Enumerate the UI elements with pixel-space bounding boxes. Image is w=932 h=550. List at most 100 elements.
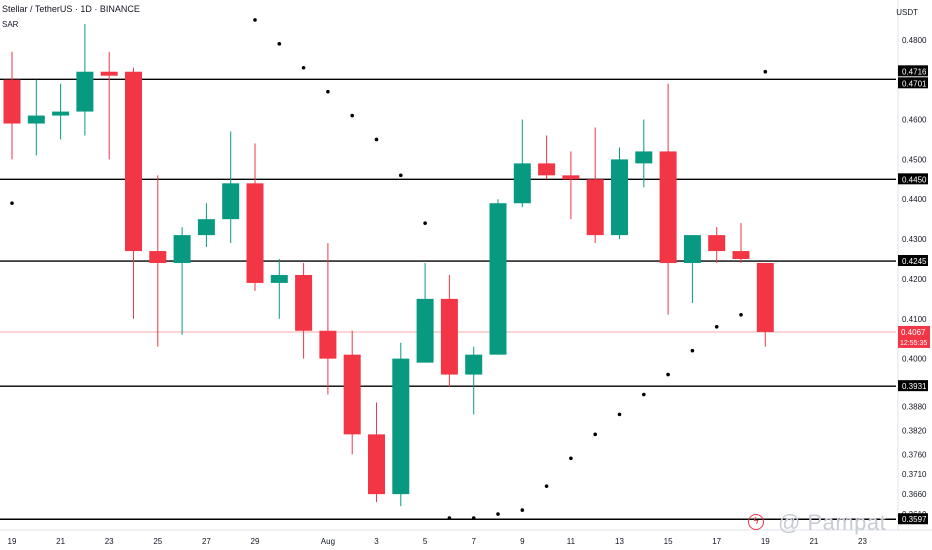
candle-body [756, 263, 774, 332]
candle-body [465, 354, 483, 375]
candle-body [538, 163, 556, 176]
level-price-tag [898, 65, 928, 77]
y-tick-label: 0.3880 [902, 402, 927, 411]
x-tick-label: 3 [374, 537, 379, 546]
candle-body [27, 115, 45, 124]
sar-dot [374, 137, 379, 142]
sar-dot [399, 173, 403, 178]
symbol-title[interactable]: Stellar / TetherUS · 1D · BINANCE [2, 4, 140, 14]
candle-body [683, 235, 701, 264]
candle-body [149, 251, 167, 264]
y-tick-label: 0.4300 [902, 235, 927, 244]
level-price-label: 0.4450 [902, 175, 927, 184]
sar-dot [423, 221, 427, 225]
sar-dot [690, 348, 695, 353]
x-tick-label: 21 [809, 537, 818, 546]
sar-dot [520, 508, 525, 512]
sar-dot [496, 512, 500, 516]
candle-body [489, 203, 507, 355]
candle-body [635, 151, 653, 164]
y-tick-label: 0.4800 [902, 36, 927, 45]
lightning-icon: ϟ [748, 514, 764, 530]
y-tick-label: 0.3660 [902, 490, 927, 499]
candle-body [416, 298, 434, 363]
x-tick-label: 7 [471, 537, 476, 546]
candle-body [246, 183, 264, 283]
candle-body [295, 274, 313, 331]
level-price-label: 0.3931 [902, 382, 927, 391]
level-price-tag [898, 77, 928, 89]
candle-body [319, 330, 337, 359]
candle-body [222, 183, 240, 220]
sar-dot [763, 69, 768, 74]
candle-body [440, 298, 458, 375]
level-price-label: 0.3597 [902, 515, 927, 524]
level-price-label: 0.4245 [902, 257, 927, 266]
y-tick-label: 0.3710 [902, 470, 927, 479]
sar-dot [569, 456, 573, 461]
current-price-tag [898, 325, 930, 348]
sar-dot [253, 18, 257, 22]
candle-body [659, 151, 677, 264]
x-tick-label: 15 [664, 537, 673, 546]
sar-dot [326, 89, 330, 94]
x-tick-label: 5 [423, 537, 428, 546]
y-tick-label: 0.3760 [902, 450, 927, 459]
level-price-tag [898, 380, 928, 392]
candle-body [343, 354, 361, 435]
level-price-label: 0.4716 [902, 67, 927, 76]
x-tick-label: 17 [712, 537, 721, 546]
candle-body [3, 79, 21, 124]
current-price-label: 0.4067 [901, 328, 926, 337]
y-tick-label: 0.4500 [902, 155, 927, 164]
candle-body [270, 274, 288, 283]
candle-body [513, 163, 531, 204]
level-price-label: 0.4701 [902, 79, 927, 88]
x-tick-label: 21 [56, 537, 65, 546]
y-tick-label: 0.4000 [902, 355, 927, 364]
level-price-tag [898, 173, 928, 185]
candle-body [562, 175, 580, 180]
x-tick-label: 23 [858, 537, 867, 546]
countdown-label: 12:55:35 [900, 340, 927, 347]
x-tick-label: 25 [153, 537, 162, 546]
candle-body [611, 159, 628, 236]
candle-body [52, 111, 70, 116]
x-tick-label: 19 [761, 537, 770, 546]
sar-dot [714, 324, 719, 329]
y-tick-label: 0.4200 [902, 275, 927, 284]
level-price-tag [898, 513, 928, 525]
y-tick-label: 0.4100 [902, 315, 927, 324]
sar-dot [301, 65, 306, 70]
sar-dot [350, 113, 355, 118]
sar-dot [617, 412, 622, 417]
x-tick-label: 29 [251, 537, 260, 546]
sar-dot [666, 372, 670, 377]
candle-body [368, 434, 385, 495]
candle-body [732, 251, 750, 260]
sar-dot [447, 516, 452, 520]
x-tick-label: 9 [520, 537, 525, 546]
candle-body [76, 71, 94, 112]
level-price-tag [898, 255, 928, 267]
indicator-label[interactable]: SAR [2, 20, 19, 29]
candle-body [586, 179, 604, 236]
axis-unit-label[interactable]: USDT [896, 8, 918, 17]
candle-body [197, 219, 215, 236]
sar-dot [593, 432, 597, 437]
watermark: @ Pampat [778, 510, 887, 535]
sar-dot [739, 313, 743, 317]
candle-body [100, 71, 118, 76]
x-tick-label: Aug [321, 537, 335, 546]
sar-dot [544, 484, 549, 488]
candle-body [125, 71, 142, 252]
y-tick-label: 0.4600 [902, 116, 927, 125]
x-tick-label: 23 [105, 537, 114, 546]
y-tick-label: 0.3820 [902, 426, 927, 435]
x-tick-label: 11 [567, 537, 576, 546]
x-tick-label: 19 [8, 537, 17, 546]
candle-body [708, 235, 726, 252]
candle-body [392, 358, 410, 495]
sar-dot [471, 516, 476, 520]
